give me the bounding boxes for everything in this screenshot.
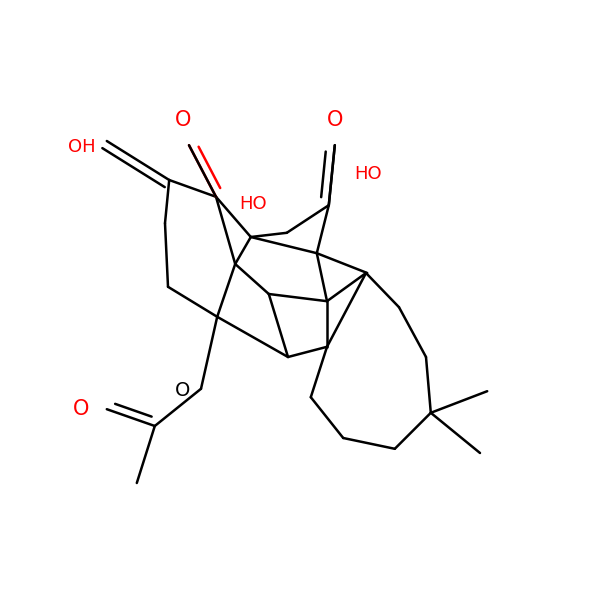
Text: HO: HO — [354, 165, 382, 183]
Text: OH: OH — [68, 138, 96, 156]
Text: O: O — [175, 380, 191, 400]
Text: O: O — [326, 110, 343, 130]
Text: O: O — [175, 110, 191, 130]
Text: HO: HO — [239, 195, 267, 213]
Text: O: O — [73, 399, 89, 419]
